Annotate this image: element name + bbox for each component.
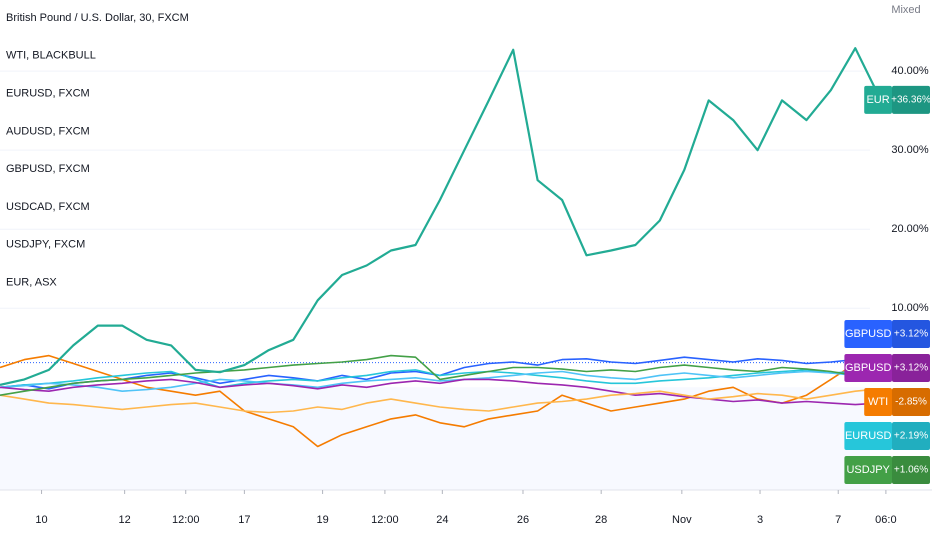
x-tick-label: 10 xyxy=(35,514,47,526)
badge-label: EURUSD xyxy=(845,430,892,442)
series-line xyxy=(0,47,881,386)
legend-entry: EURUSD, FXCM xyxy=(6,88,90,100)
badge-shade xyxy=(892,85,930,114)
x-tick-label: 28 xyxy=(595,514,607,526)
series-line xyxy=(0,354,880,448)
badge-value-label: +3.12% xyxy=(894,329,928,340)
badge-shade xyxy=(892,422,930,450)
badge-value xyxy=(892,388,930,416)
series-line xyxy=(0,388,880,414)
badge-symbol xyxy=(864,85,892,114)
series-line xyxy=(0,354,880,396)
badge-value-label: +1.06% xyxy=(894,465,928,476)
axis-title: Mixed xyxy=(891,4,920,16)
badge-label: USDJPY xyxy=(846,464,890,476)
badge-value-label: +2.19% xyxy=(894,431,928,442)
x-tick-label: 24 xyxy=(436,514,448,526)
x-tick-label: 06:0 xyxy=(875,514,896,526)
badge-value xyxy=(892,422,930,450)
badge-value xyxy=(892,320,930,348)
badge-label: WTI xyxy=(868,396,888,408)
badge-symbol xyxy=(844,456,892,484)
badge-value xyxy=(892,354,930,382)
legend-entry: AUDUSD, FXCM xyxy=(6,125,90,137)
badge-label: GBPUSD xyxy=(845,328,892,340)
legend-entry: USDCAD, FXCM xyxy=(6,201,90,213)
y-tick-label: 30.00% xyxy=(891,144,929,156)
series-line xyxy=(0,370,880,392)
badge-value xyxy=(892,456,930,484)
badge-shade xyxy=(892,388,930,416)
legend-entry: WTI, BLACKBULL xyxy=(6,50,96,62)
y-tick-label: 20.00% xyxy=(891,223,929,235)
badge-value-label: +3.12% xyxy=(894,363,928,374)
x-tick-label: 3 xyxy=(757,514,763,526)
legend-entry: EUR, ASX xyxy=(6,277,57,289)
series-line xyxy=(0,369,880,389)
series-line xyxy=(0,378,880,406)
badge-label: GBPUSD xyxy=(845,362,892,374)
badge-value-label: +36.36% xyxy=(891,95,931,106)
badge-value xyxy=(892,85,930,114)
badge-shade xyxy=(892,456,930,484)
badge-shade xyxy=(892,354,930,382)
x-tick-label: 26 xyxy=(517,514,529,526)
badge-shade xyxy=(892,320,930,348)
x-tick-label: Nov xyxy=(672,514,692,526)
badge-value-label: -2.85% xyxy=(895,397,927,408)
x-tick-label: 7 xyxy=(835,514,841,526)
badge-symbol xyxy=(844,354,892,382)
badge-label: EUR xyxy=(866,94,889,106)
badge-symbol xyxy=(844,320,892,348)
x-tick-label: 17 xyxy=(238,514,250,526)
legend-entry: GBPUSD, FXCM xyxy=(6,163,90,175)
x-tick-label: 12:00 xyxy=(172,514,200,526)
x-tick-label: 12:00 xyxy=(371,514,399,526)
legend-entry: British Pound / U.S. Dollar, 30, FXCM xyxy=(6,12,189,24)
x-tick-label: 12 xyxy=(119,514,131,526)
badge-symbol xyxy=(844,422,892,450)
x-tick-label: 19 xyxy=(316,514,328,526)
y-tick-label: 10.00% xyxy=(891,302,929,314)
legend-entry: USDJPY, FXCM xyxy=(6,239,85,251)
badge-symbol xyxy=(864,388,892,416)
baseline-area xyxy=(0,387,870,490)
y-tick-label: 40.00% xyxy=(891,65,929,77)
